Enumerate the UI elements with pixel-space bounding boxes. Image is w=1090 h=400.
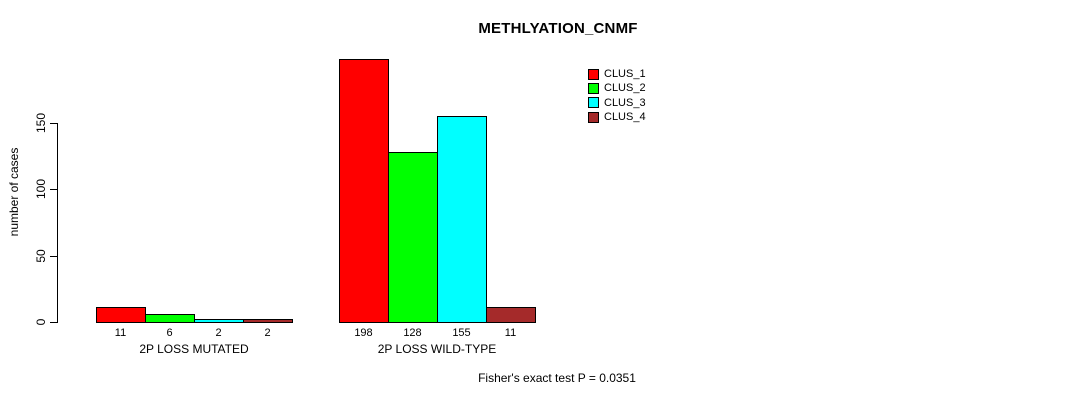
bar-clus_2-group1: [145, 314, 195, 323]
bar-value-label: 198: [354, 327, 373, 339]
bar-value-label: 11: [504, 327, 517, 339]
bar-clus_3-group1: [194, 319, 244, 323]
legend-item-clus_3: CLUS_3: [588, 96, 646, 110]
legend-item-clus_4: CLUS_4: [588, 110, 646, 124]
y-tick: [50, 123, 58, 124]
y-axis-line: [57, 123, 58, 323]
bar-value-label: 2: [215, 327, 222, 339]
fisher-test-annotation: Fisher's exact test P = 0.0351: [478, 371, 636, 385]
x-category-label: 2P LOSS MUTATED: [139, 342, 249, 356]
legend-swatch-clus_2: [588, 82, 599, 94]
x-category-label: 2P LOSS WILD-TYPE: [377, 342, 497, 356]
legend: CLUS_1 CLUS_2 CLUS_3 CLUS_4: [588, 67, 646, 124]
bar-value-label: 6: [166, 327, 173, 339]
y-tick: [50, 322, 58, 323]
legend-label: CLUS_1: [604, 68, 646, 81]
bar-clus_4-group2: [486, 307, 536, 323]
bar-value-label: 155: [452, 327, 471, 339]
bar-clus_1-group1: [96, 307, 146, 323]
bar-clus_1-group2: [339, 59, 389, 323]
legend-label: CLUS_2: [604, 82, 646, 95]
bar-clus_2-group2: [388, 152, 438, 323]
bar-value-label: 2: [264, 327, 271, 339]
legend-item-clus_1: CLUS_1: [588, 67, 646, 81]
y-tick-label: 0: [34, 318, 48, 326]
legend-label: CLUS_3: [604, 96, 646, 109]
chart-title: METHLYATION_CNMF: [478, 20, 638, 37]
bar-clus_3-group2: [437, 116, 487, 323]
bar-value-label: 11: [114, 327, 127, 339]
y-tick-label: 100: [34, 178, 48, 200]
y-axis-label: number of cases: [7, 147, 21, 237]
y-tick-label: 150: [34, 112, 48, 134]
legend-item-clus_2: CLUS_2: [588, 81, 646, 95]
legend-swatch-clus_3: [588, 97, 599, 109]
y-tick-label: 50: [34, 249, 48, 263]
legend-swatch-clus_4: [588, 111, 599, 123]
legend-swatch-clus_1: [588, 68, 599, 80]
y-tick: [50, 256, 58, 257]
y-tick: [50, 189, 58, 190]
legend-label: CLUS_4: [604, 111, 646, 124]
bar-clus_4-group1: [243, 319, 293, 323]
bar-value-label: 128: [403, 327, 422, 339]
